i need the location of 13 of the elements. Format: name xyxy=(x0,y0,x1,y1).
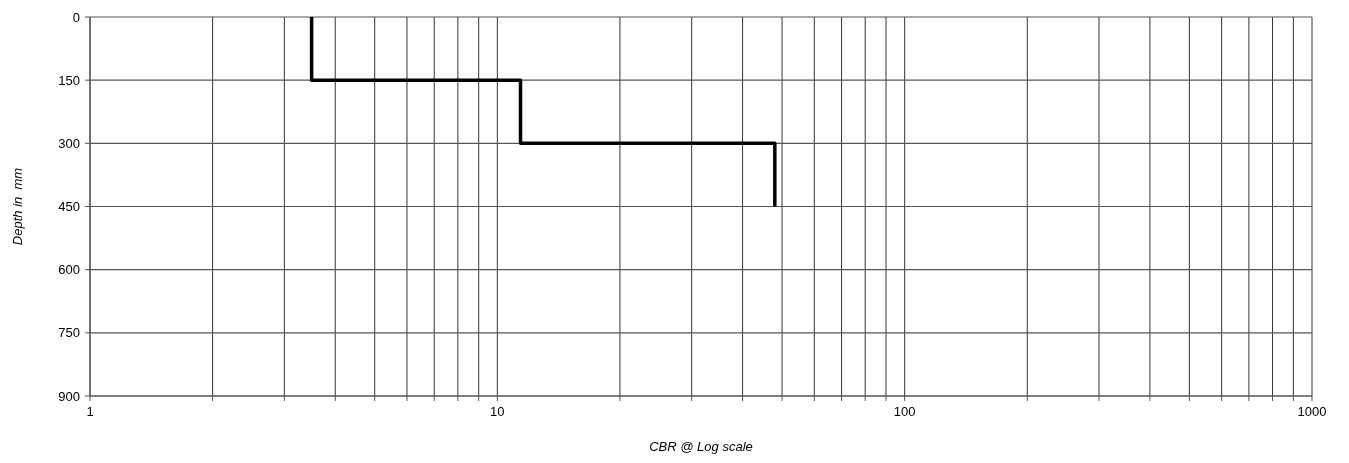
y-tick-label: 150 xyxy=(58,72,80,88)
y-tick-label: 750 xyxy=(58,325,80,341)
x-tick-label: 100 xyxy=(893,404,916,419)
x-axis-title: CBR @ Log scale xyxy=(649,439,753,454)
y-tick-label: 450 xyxy=(58,199,80,215)
y-tick-label: 300 xyxy=(58,135,80,151)
y-tick-label: 600 xyxy=(58,262,80,278)
y-tick-label: 900 xyxy=(58,388,80,404)
y-axis-title: Depth in mm xyxy=(10,167,25,246)
x-tick-label: 10 xyxy=(490,404,505,419)
y-tick-label: 0 xyxy=(72,9,80,25)
x-tick-label: 1000 xyxy=(1297,404,1327,419)
x-tick-label: 1 xyxy=(86,404,94,419)
